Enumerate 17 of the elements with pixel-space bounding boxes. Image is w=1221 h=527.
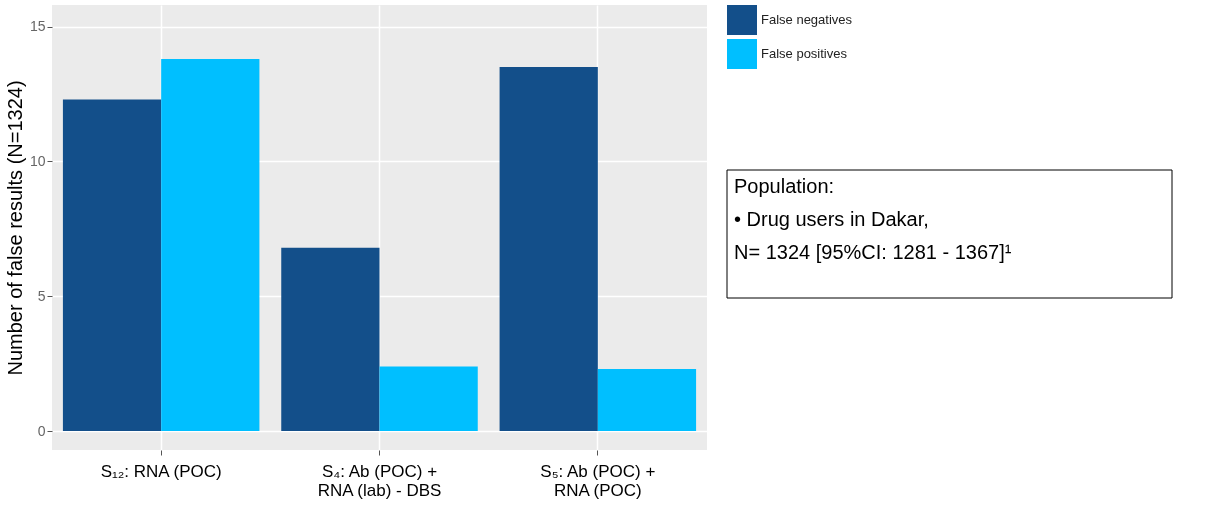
text: Population: • Drug users in Dakar, N= 1324 [95%CI: 1281 - 1367]¹	[734, 175, 1012, 263]
bar	[379, 366, 478, 432]
legend-label: False positives	[761, 46, 848, 61]
legend-label: False negatives	[761, 12, 853, 27]
bar	[597, 369, 697, 432]
y-axis-title: Number of false results (N=1324)	[3, 80, 26, 376]
x-tick-label: S₅: Ab (POC) + RNA (POC)	[540, 461, 656, 500]
x-tick-label: S₁₂: RNA (POC)	[100, 461, 222, 481]
bar	[161, 58, 260, 432]
bar	[499, 67, 598, 432]
bar	[281, 247, 380, 432]
x-tick-label: S₄: Ab (POC) + RNA (lab) - DBS	[317, 461, 442, 500]
y-tick-label: 0	[37, 422, 46, 439]
y-tick-label: 10	[29, 152, 46, 169]
y-tick-label: 5	[37, 287, 46, 304]
bar	[62, 99, 162, 432]
y-tick-label: 15	[29, 18, 46, 35]
